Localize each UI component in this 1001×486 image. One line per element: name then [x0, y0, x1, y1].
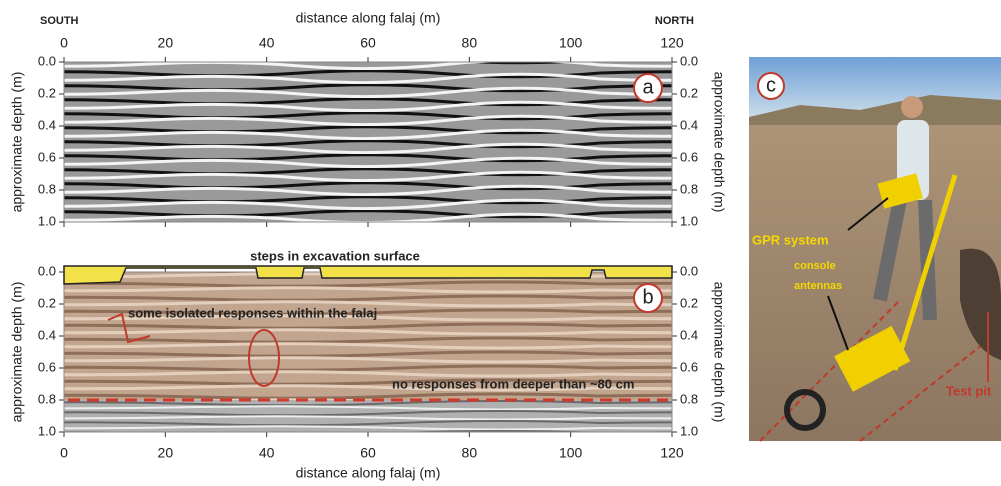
y-tick-label: 0.6	[680, 149, 698, 164]
y-tick-label: 0.4	[38, 327, 56, 342]
x-axis-title: distance along falaj (m)	[296, 10, 441, 26]
y-tick-label: 1.0	[680, 213, 698, 228]
panel-badge	[633, 73, 663, 103]
x-tick-label: 60	[360, 35, 376, 51]
y-tick-label: 1.0	[38, 423, 56, 438]
panel-label: b	[642, 286, 653, 308]
photo-label: antennas	[794, 280, 842, 292]
x-tick-label: 20	[158, 35, 174, 51]
y-tick-label: 0.8	[38, 181, 56, 196]
y-tick-label: 0.2	[680, 85, 698, 100]
annotation: some isolated responses within the falaj	[128, 305, 377, 320]
y-tick-label: 0.6	[38, 149, 56, 164]
panel-badge	[757, 72, 785, 100]
x-tick-label: 80	[462, 445, 478, 461]
panel-label: c	[766, 74, 776, 96]
y-tick-label: 0.2	[680, 295, 698, 310]
x-tick-label: 20	[158, 445, 174, 461]
y-tick-label: 0.8	[38, 391, 56, 406]
y-tick-label: 0.0	[38, 53, 56, 68]
y-tick-label: 0.4	[38, 117, 56, 132]
y-axis-title: approximate depth (m)	[9, 282, 25, 423]
y-tick-label: 0.4	[680, 327, 698, 342]
photo-label: Test pit	[946, 383, 992, 398]
x-tick-label: 80	[462, 35, 478, 51]
direction-label: NORTH	[655, 15, 694, 27]
direction-label: SOUTH	[40, 15, 79, 27]
annotation-mark	[248, 329, 280, 387]
x-tick-label: 40	[259, 445, 275, 461]
y-tick-label: 0.8	[680, 391, 698, 406]
excavation-surface	[63, 265, 673, 285]
y-tick-label: 0.6	[38, 359, 56, 374]
x-tick-label: 40	[259, 35, 275, 51]
y-tick-label: 0.0	[38, 263, 56, 278]
annotation-mark	[107, 312, 151, 344]
panel-badge	[633, 283, 663, 313]
panel-label: a	[642, 76, 654, 98]
x-tick-label: 60	[360, 445, 376, 461]
y-tick-label: 0.2	[38, 295, 56, 310]
y-axis-title: approximate depth (m)	[711, 282, 727, 423]
x-tick-label: 0	[60, 445, 68, 461]
y-tick-label: 0.6	[680, 359, 698, 374]
x-axis-title: distance along falaj (m)	[296, 465, 441, 481]
annotation: no responses from deeper than ~80 cm	[392, 376, 634, 391]
photo-label: GPR system	[752, 232, 829, 247]
radargram-deep	[64, 400, 672, 432]
y-tick-label: 0.8	[680, 181, 698, 196]
radargram	[64, 62, 672, 222]
y-tick-label: 0.2	[38, 85, 56, 100]
photo	[749, 57, 1001, 442]
y-axis-title: approximate depth (m)	[9, 72, 25, 213]
y-tick-label: 1.0	[680, 423, 698, 438]
y-tick-label: 0.0	[680, 53, 698, 68]
y-axis-title: approximate depth (m)	[711, 72, 727, 213]
y-tick-label: 0.0	[680, 263, 698, 278]
x-tick-label: 100	[559, 445, 583, 461]
photo-label: console	[794, 260, 836, 272]
arrow	[847, 197, 889, 231]
annotation: steps in excavation surface	[250, 248, 420, 263]
arrow	[827, 295, 849, 351]
x-tick-label: 100	[559, 35, 583, 51]
x-tick-label: 120	[660, 35, 684, 51]
y-tick-label: 0.4	[680, 117, 698, 132]
x-tick-label: 120	[660, 445, 684, 461]
y-tick-label: 1.0	[38, 213, 56, 228]
x-tick-label: 0	[60, 35, 68, 51]
